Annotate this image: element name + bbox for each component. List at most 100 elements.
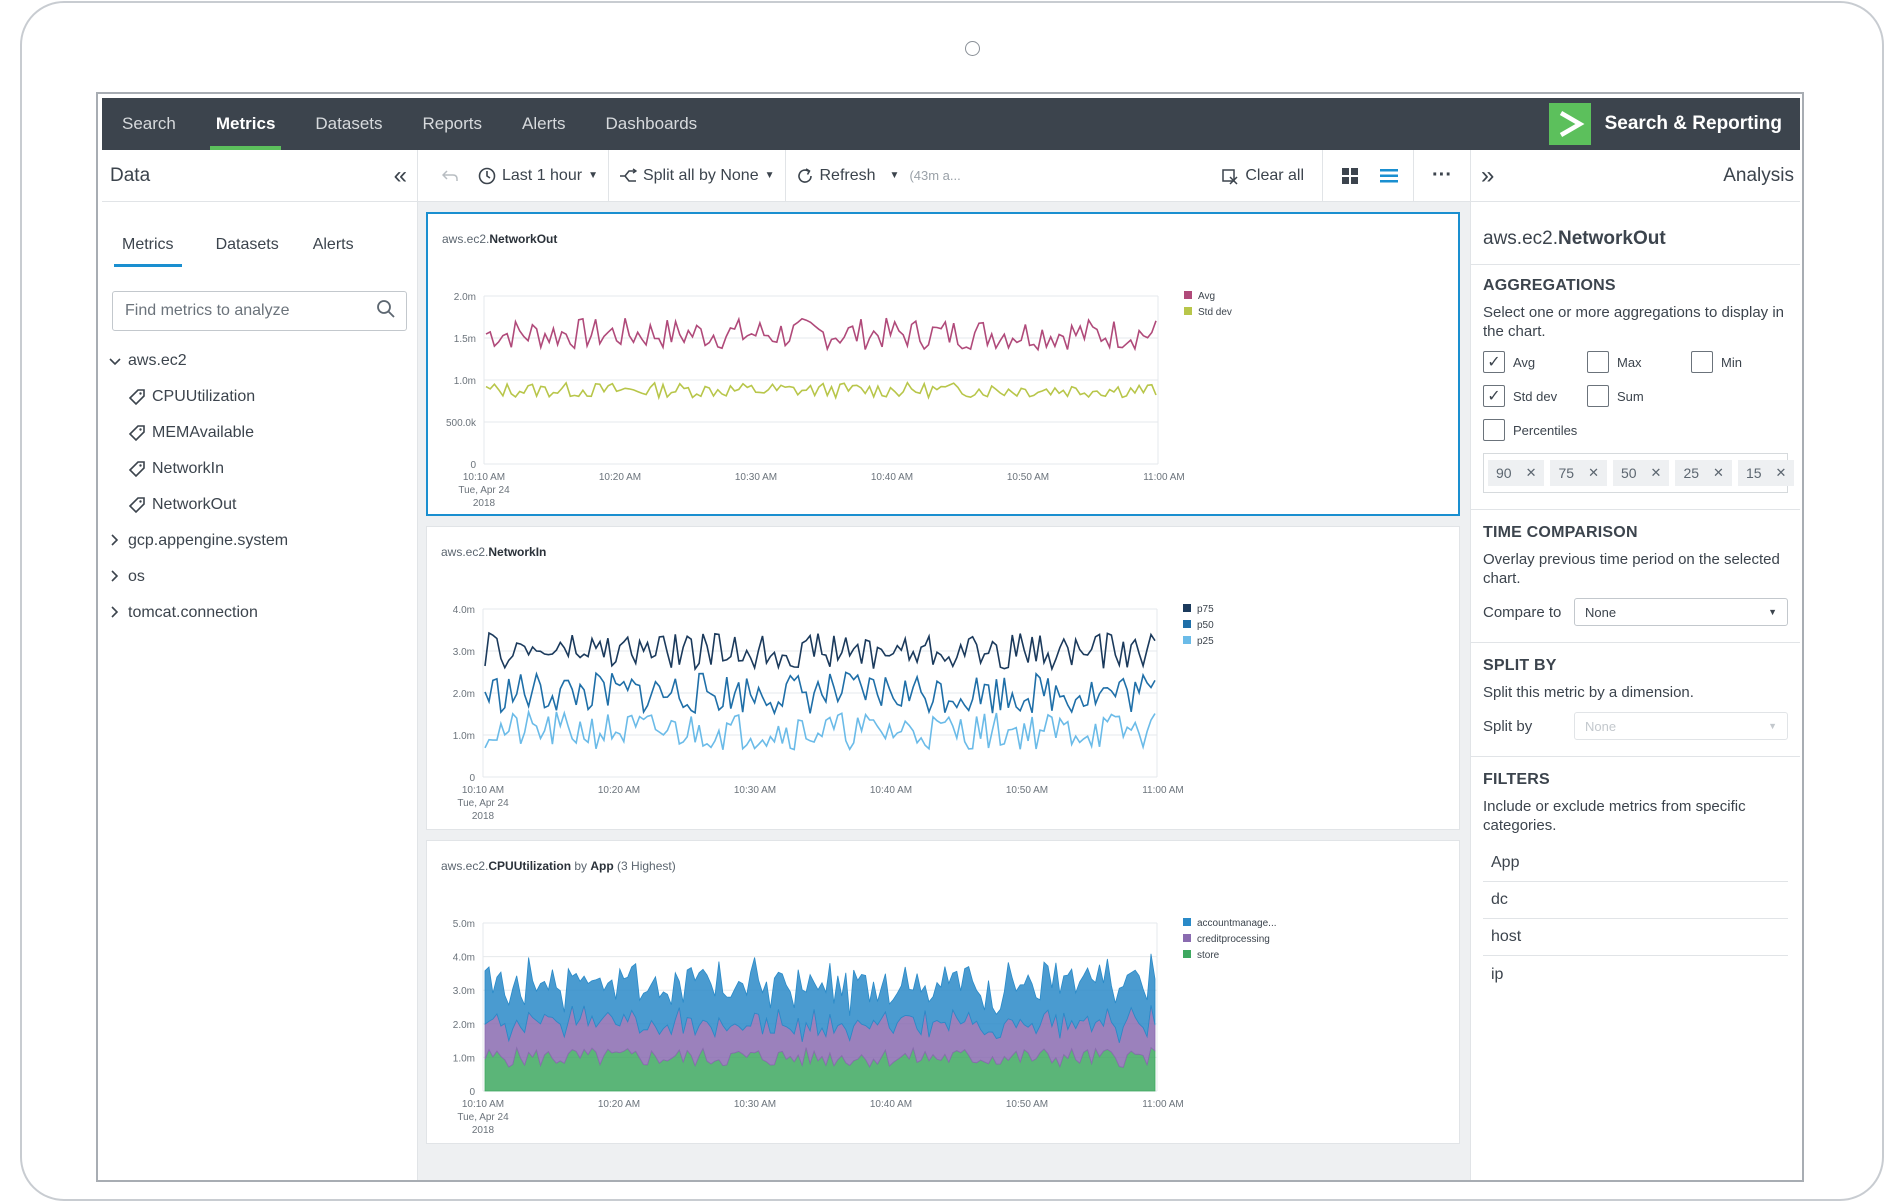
filter-dc[interactable]: dc	[1483, 882, 1788, 919]
compare-to-row: Compare to None ▼	[1483, 598, 1788, 626]
search-icon[interactable]	[376, 299, 396, 324]
legend-label: p75	[1197, 604, 1214, 615]
checkbox-avg[interactable]: ✓ Avg	[1483, 351, 1587, 373]
percentile-values[interactable]: 90 ✕ 75 ✕ 50 ✕ 25 ✕ 15 ✕	[1483, 453, 1795, 493]
split-by-select[interactable]: None ▼	[1574, 712, 1788, 740]
tree-item-cpuutilization[interactable]: CPUUtilization	[102, 379, 417, 415]
tab-metrics[interactable]: Metrics	[114, 232, 182, 267]
split-all-dropdown[interactable]: Split all by None ▼	[609, 150, 785, 201]
tree-item-memavailable[interactable]: MEMAvailable	[102, 415, 417, 451]
metric-tree: aws.ec2 CPUUtilization MEMAvailable Netw…	[102, 343, 417, 631]
tree-group-tomcat[interactable]: tomcat.connection	[102, 595, 417, 631]
grid-view-icon[interactable]	[1323, 150, 1369, 201]
remove-chip-icon[interactable]: ✕	[1775, 465, 1787, 480]
compare-to-select[interactable]: None ▼	[1574, 598, 1788, 626]
x-tick-label: 10:30 AM	[735, 472, 777, 483]
checkbox-std-dev[interactable]: ✓ Std dev	[1483, 385, 1587, 407]
y-tick-label: 0	[469, 1087, 475, 1098]
aggregations-heading: AGGREGATIONS	[1483, 277, 1616, 294]
remove-chip-icon[interactable]: ✕	[1525, 465, 1537, 480]
chip-value: 50	[1620, 465, 1637, 481]
refresh-age: (43m a...	[909, 168, 961, 183]
nav-alerts[interactable]: Alerts	[522, 114, 566, 133]
list-view-icon[interactable]	[1369, 150, 1413, 201]
refresh-button[interactable]: Refresh	[786, 150, 886, 201]
aggregations-description: Select one or more aggregations to displ…	[1483, 304, 1785, 340]
chart-panel-networkout[interactable]: aws.ec2.NetworkOut 0 500.0k 1.0m 1.5m 2.0m 10…	[426, 212, 1460, 516]
tree-item-networkin[interactable]: NetworkIn	[102, 451, 417, 487]
app-screen: Search Metrics Datasets Reports Alerts D…	[96, 92, 1804, 1182]
tab-datasets[interactable]: Datasets	[215, 236, 279, 253]
more-options-icon[interactable]: ···	[1432, 164, 1452, 186]
x-tick-label: 10:10 AM	[462, 785, 504, 796]
legend-swatch	[1183, 918, 1191, 926]
tree-group-aws-ec2[interactable]: aws.ec2	[102, 343, 417, 379]
metric-search-input[interactable]	[123, 301, 353, 321]
legend-swatch	[1184, 291, 1192, 299]
nav-reports[interactable]: Reports	[422, 114, 483, 133]
analysis-header: » Analysis	[1471, 150, 1800, 202]
networkin-chart: 0 1.0m 2.0m 3.0m 4.0m 10:10 AM 10:20 AM 10:30 A…	[453, 604, 1214, 822]
x-tick-label: 10:50 AM	[1006, 1099, 1048, 1110]
tag-icon	[128, 460, 152, 478]
nav-datasets[interactable]: Datasets	[315, 114, 383, 133]
data-tabs: Metrics Datasets Alerts	[102, 232, 417, 267]
select-value: None	[1585, 604, 1617, 620]
remove-chip-icon[interactable]: ✕	[1650, 465, 1662, 480]
y-tick-label: 3.0m	[453, 647, 475, 658]
legend-label: Std dev	[1198, 307, 1232, 318]
checkbox-empty-icon	[1691, 351, 1713, 373]
tree-item-networkout[interactable]: NetworkOut	[102, 487, 417, 523]
toolbar-divider	[1322, 149, 1324, 202]
caret-down-icon: ▼	[1768, 721, 1777, 731]
legend-label: p50	[1197, 620, 1214, 631]
refresh-caret-icon[interactable]: ▼	[889, 170, 900, 181]
expand-right-icon[interactable]: »	[1481, 161, 1495, 189]
collapse-left-icon[interactable]: «	[393, 161, 407, 189]
workspace-toolbar: Last 1 hour ▼ Split all by None ▼ Refres…	[418, 149, 1470, 202]
checkbox-label: Max	[1617, 354, 1642, 370]
cpuutilization-chart: 0 1.0m 2.0m 3.0m 4.0m 5.0m 10:10 AM 10:20 AM 10:…	[453, 918, 1277, 1136]
chart-panel-cpuutilization[interactable]: aws.ec2.CPUUtilization by App (3 Highest…	[426, 840, 1460, 1144]
chart-title-prefix: aws.ec2.	[442, 232, 490, 246]
x-tick-label: 10:40 AM	[871, 472, 913, 483]
tree-group-label: gcp.appengine.system	[128, 532, 289, 549]
checkbox-empty-icon	[1587, 385, 1609, 407]
filter-ip[interactable]: ip	[1491, 965, 1504, 983]
checkbox-sum[interactable]: Sum	[1587, 385, 1691, 407]
tree-group-gcp[interactable]: gcp.appengine.system	[102, 523, 417, 559]
tree-group-os[interactable]: os	[102, 559, 417, 595]
remove-chip-icon[interactable]: ✕	[1588, 465, 1599, 480]
y-tick-label: 1.5m	[454, 334, 476, 345]
networkout-chart: 0 500.0k 1.0m 1.5m 2.0m 10:10 AM 10:20 AM 10:30…	[446, 291, 1232, 509]
filter-app[interactable]: App	[1483, 845, 1788, 882]
toolbar-divider	[607, 149, 609, 202]
chart-title-metric: NetworkOut	[489, 232, 558, 246]
p75-series-line	[484, 631, 1156, 672]
caret-down-icon: ▼	[764, 170, 775, 181]
top-navigation: Search Metrics Datasets Reports Alerts D…	[102, 98, 1800, 150]
nav-search[interactable]: Search	[122, 114, 176, 133]
time-range-picker[interactable]: Last 1 hour ▼	[468, 150, 608, 201]
filter-host[interactable]: host	[1483, 919, 1788, 956]
remove-chip-icon[interactable]: ✕	[1713, 465, 1724, 480]
chart-title-metric: CPUUtilization	[488, 859, 572, 873]
checkbox-max[interactable]: Max	[1587, 351, 1691, 373]
app-brand[interactable]: Search & Reporting	[1548, 98, 1800, 150]
y-tick-label: 3.0m	[453, 986, 475, 997]
nav-dashboards[interactable]: Dashboards	[605, 114, 698, 133]
checkbox-empty-icon	[1483, 419, 1505, 441]
tab-alerts[interactable]: Alerts	[312, 236, 354, 253]
data-panel-header: Data «	[102, 150, 417, 202]
legend-swatch	[1183, 934, 1191, 942]
nav-metrics[interactable]: Metrics	[196, 98, 296, 150]
checkbox-min[interactable]: Min	[1691, 351, 1795, 373]
percentile-chip: 90 ✕	[1488, 460, 1545, 486]
undo-icon[interactable]	[432, 150, 468, 201]
chart-panel-networkin[interactable]: aws.ec2.NetworkIn 0 1.0m 2.0m 3.0m 4.0m 10:10…	[426, 526, 1460, 830]
checkbox-percentiles[interactable]: Percentiles	[1483, 419, 1691, 441]
x-tick-label: 10:10 AM	[462, 1099, 504, 1110]
checkbox-empty-icon	[1587, 351, 1609, 373]
clear-all-button[interactable]: Clear all	[1211, 150, 1322, 201]
compare-to-label: Compare to	[1483, 603, 1562, 621]
